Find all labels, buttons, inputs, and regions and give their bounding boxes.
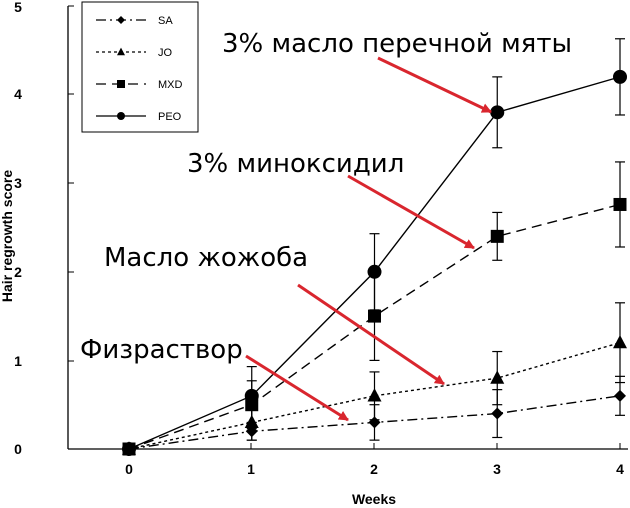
annotation-saline: Физраствор [80,335,243,365]
data-point-peo [367,264,382,279]
annotation-peppermint: 3% масло перечной мяты [222,29,572,59]
data-point-mxd [490,229,504,243]
data-point-peo [490,105,505,120]
annotation-minoxidil: 3% миноксидил [187,149,404,179]
y-axis-title: Hair regrowth score [0,170,15,302]
y-tick-label: 4 [14,86,22,102]
y-tick-label: 0 [14,441,22,457]
y-tick-label: 3 [14,175,22,191]
data-point-jo [490,370,505,384]
data-point-jo [613,334,627,349]
data-point-jo [244,414,259,429]
arrow-jojoba [297,283,445,386]
annotation-arrows [245,56,492,422]
legend-label-sa: SA [158,15,173,27]
legend-box [81,1,199,133]
data-point-sa [491,407,504,420]
x-tick-label: 1 [247,461,255,477]
arrow-saline [245,354,349,422]
legend-marker-jo [117,47,125,56]
data-point-sa [245,425,258,438]
series-layer [122,38,627,456]
legend-label-mxd: MXD [158,79,183,91]
legend-label-jo: JO [158,47,173,59]
legend: SA JO MXD PEO [81,1,199,133]
arrow-minoxidil [347,174,475,250]
data-point-sa [614,389,626,402]
y-ticks [68,5,74,450]
x-tick-label: 3 [493,461,501,477]
data-point-peo [613,69,627,84]
legend-marker-peo [117,112,125,120]
data-point-mxd [368,309,381,323]
x-axis-title: Weeks [352,491,396,507]
legend-label-peo: PEO [158,111,182,123]
data-point-peo [244,388,259,403]
x-tick-label: 0 [125,461,133,477]
y-tick-label: 1 [14,353,22,369]
annotation-jojoba: Масло жожоба [104,243,308,273]
data-point-mxd [613,197,627,211]
legend-marker-sa [117,16,125,24]
arrow-peppermint [377,56,492,114]
y-tick-label: 2 [14,264,22,280]
data-point-sa [368,416,381,429]
y-tick-label: 5 [14,0,22,15]
x-tick-label: 4 [616,461,624,477]
legend-items: SA JO MXD PEO [96,15,183,123]
origin-point [123,443,135,455]
legend-marker-mxd [117,80,125,88]
data-point-jo [367,388,382,402]
x-tick-label: 2 [370,461,378,477]
x-ticks [128,443,621,449]
